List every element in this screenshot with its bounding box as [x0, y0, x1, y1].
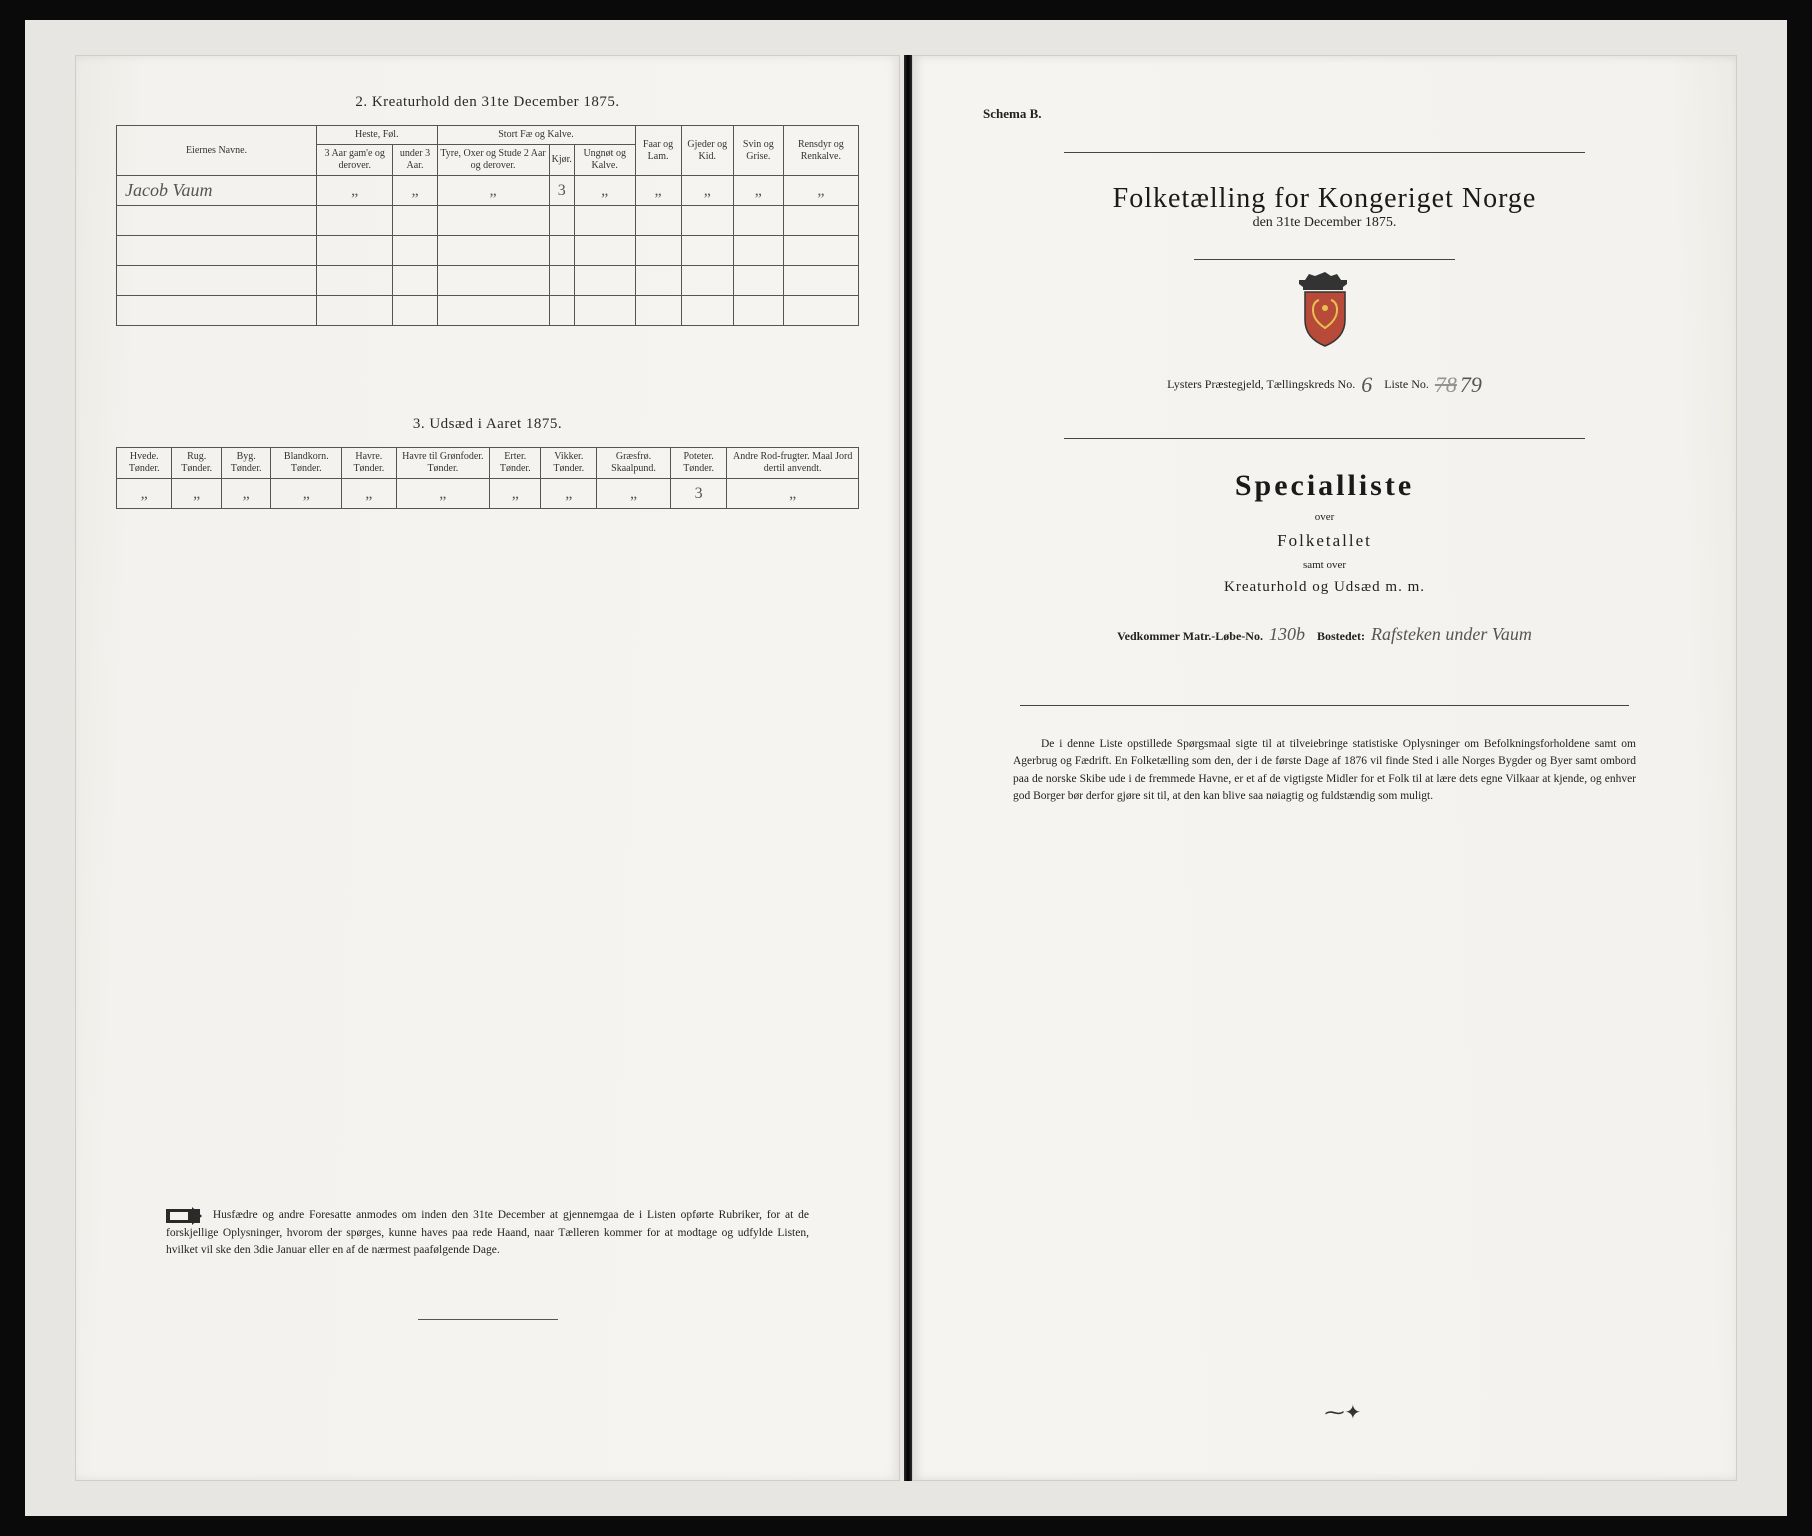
rule-under-title	[1194, 259, 1454, 260]
col-hvede: Hvede. Tønder.	[117, 448, 172, 479]
bosted: Rafsteken under Vaum	[1371, 624, 1532, 644]
matr-no: 130b	[1269, 624, 1305, 644]
section3-wrap: 3. Udsæd i Aaret 1875. Hvede. Tønder. Ru…	[116, 416, 859, 509]
specialliste-title: Specialliste	[953, 469, 1696, 503]
liste-no-struck: 78	[1435, 372, 1457, 397]
ink-smudge: ⁓✦	[1325, 1400, 1375, 1420]
table-row	[117, 266, 859, 296]
table-row	[117, 236, 859, 266]
right-page: Schema B. Folketælling for Kongeriget No…	[912, 55, 1737, 1481]
col-svin: Svin og Grise.	[733, 126, 783, 176]
udsaed-table: Hvede. Tønder. Rug. Tønder. Byg. Tønder.…	[116, 447, 859, 509]
kreds-line: Lysters Præstegjeld, Tællingskreds No. 6…	[953, 372, 1696, 398]
over-1: over	[953, 511, 1696, 523]
table-row: „ „ „ „ „ „ „ „ „ 3 „	[117, 479, 859, 509]
vedkommer-a: Vedkommer Matr.-Løbe-No.	[1117, 629, 1263, 643]
rule-before-para	[1020, 705, 1629, 706]
col-blandkorn: Blandkorn. Tønder.	[271, 448, 342, 479]
col-rensdyr: Rensdyr og Renkalve.	[783, 126, 858, 176]
schema-label: Schema B.	[983, 106, 1696, 122]
vedkommer-b: Bostedet:	[1317, 629, 1365, 643]
table-row	[117, 206, 859, 236]
col-havre: Havre. Tønder.	[342, 448, 396, 479]
table-row: Jacob Vaum „ „ „ 3 „ „ „ „ „	[117, 176, 859, 206]
cell-kjor: 3	[549, 176, 574, 206]
samt-over: samt over	[953, 559, 1696, 571]
main-title: Folketælling for Kongeriget Norge	[953, 183, 1696, 215]
cell: „	[271, 479, 342, 509]
cell: „	[635, 176, 681, 206]
col-rug: Rug. Tønder.	[172, 448, 221, 479]
cell: „	[783, 176, 858, 206]
col-poteter: Poteter. Tønder.	[670, 448, 727, 479]
cell: „	[597, 479, 671, 509]
subtitle: den 31te December 1875.	[953, 215, 1696, 231]
col-andre: Andre Rod-frugter. Maal Jord dertil anve…	[727, 448, 859, 479]
col-name: Eiernes Navne.	[117, 126, 317, 176]
kreds-no: 6	[1361, 372, 1372, 397]
col-heste-a: 3 Aar gam'e og derover.	[317, 145, 393, 176]
vedkommer-line: Vedkommer Matr.-Løbe-No. 130b Bostedet: …	[953, 624, 1696, 645]
cell: „	[490, 479, 541, 509]
coat-of-arms-icon	[1295, 270, 1355, 350]
footer-text: Husfædre og andre Foresatte anmodes om i…	[166, 1209, 809, 1256]
left-footer: Husfædre og andre Foresatte anmodes om i…	[136, 1207, 839, 1321]
section2-title: 2. Kreaturhold den 31te December 1875.	[116, 94, 859, 111]
kreds-text-b: Liste No.	[1384, 377, 1429, 391]
section3-title: 3. Udsæd i Aaret 1875.	[116, 416, 859, 433]
footer-para: Husfædre og andre Foresatte anmodes om i…	[166, 1207, 809, 1260]
cell: „	[574, 176, 635, 206]
col-heste-group: Heste, Føl.	[317, 126, 438, 145]
cell: „	[317, 176, 393, 206]
cell: „	[681, 176, 733, 206]
document-frame: 2. Kreaturhold den 31te December 1875. E…	[25, 20, 1787, 1516]
col-stort-a: Tyre, Oxer og Stude 2 Aar og derover.	[437, 145, 549, 176]
cell: „	[727, 479, 859, 509]
kreaturhold-table: Eiernes Navne. Heste, Føl. Stort Fæ og K…	[116, 125, 859, 326]
cell: „	[733, 176, 783, 206]
cell: „	[172, 479, 221, 509]
col-havre-gron: Havre til Grønfoder. Tønder.	[396, 448, 490, 479]
kreds-text-a: Lysters Præstegjeld, Tællingskreds No.	[1167, 377, 1355, 391]
right-para: De i denne Liste opstillede Spørgsmaal s…	[1013, 736, 1636, 805]
owner-name: Jacob Vaum	[117, 176, 317, 206]
left-page: 2. Kreaturhold den 31te December 1875. E…	[75, 55, 900, 1481]
cell: „	[342, 479, 396, 509]
col-vikker: Vikker. Tønder.	[541, 448, 597, 479]
col-stort-c: Ungnøt og Kalve.	[574, 145, 635, 176]
footer-rule	[418, 1319, 558, 1320]
folketallet: Folketallet	[953, 531, 1696, 551]
col-faar: Faar og Lam.	[635, 126, 681, 176]
col-stort-group: Stort Fæ og Kalve.	[437, 126, 635, 145]
kreaturhold-line: Kreaturhold og Udsæd m. m.	[953, 579, 1696, 596]
col-stort-b: Kjør.	[549, 145, 574, 176]
col-heste-b: under 3 Aar.	[393, 145, 437, 176]
cell: „	[437, 176, 549, 206]
table-row	[117, 296, 859, 326]
cell: „	[221, 479, 270, 509]
book-spine	[904, 55, 912, 1481]
cell: „	[541, 479, 597, 509]
rule-mid	[1064, 438, 1584, 439]
col-grasfro: Græsfrø. Skaalpund.	[597, 448, 671, 479]
cell: „	[117, 479, 172, 509]
liste-no: 79	[1460, 372, 1482, 397]
cell: „	[393, 176, 437, 206]
pointing-hand-icon	[166, 1207, 202, 1225]
col-byg: Byg. Tønder.	[221, 448, 270, 479]
cell: „	[396, 479, 490, 509]
cell-poteter: 3	[670, 479, 727, 509]
col-erter: Erter. Tønder.	[490, 448, 541, 479]
col-gjeder: Gjeder og Kid.	[681, 126, 733, 176]
rule-top	[1064, 152, 1584, 153]
